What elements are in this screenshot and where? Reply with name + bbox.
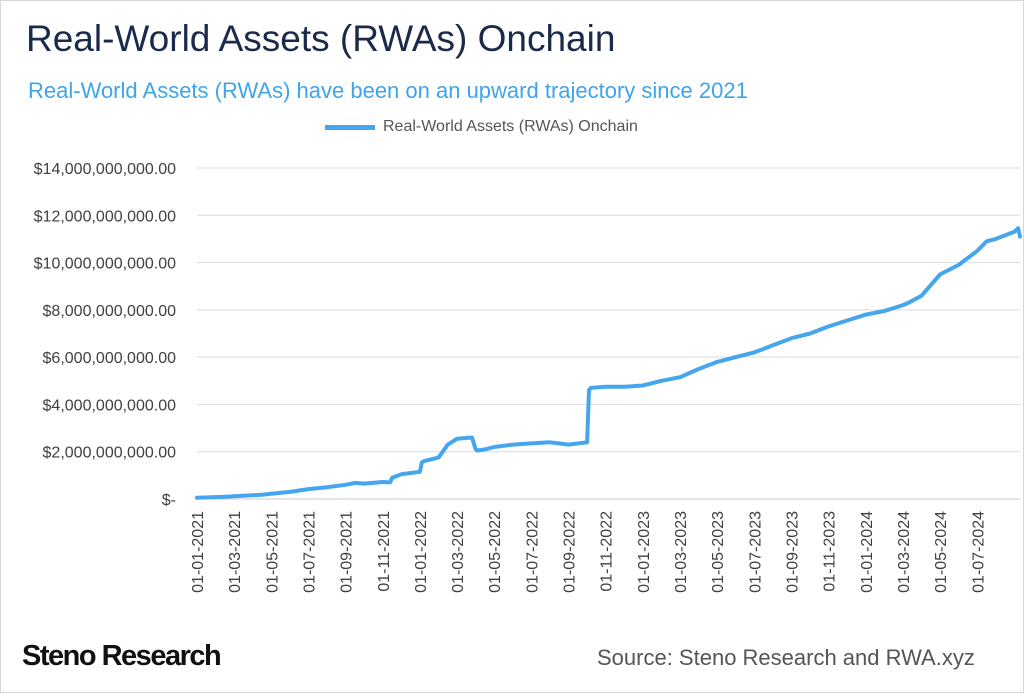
x-tick-label: 01-01-2024	[859, 511, 876, 593]
y-tick-label: $10,000,000,000.00	[34, 256, 176, 273]
x-tick-label: 01-11-2023	[822, 511, 839, 592]
x-tick-label: 01-11-2022	[599, 511, 616, 592]
series-group	[195, 226, 1022, 500]
chart-title: Real-World Assets (RWAs) Onchain	[26, 18, 616, 59]
y-tick-label: $14,000,000,000.00	[34, 161, 176, 178]
x-tick-label: 01-09-2021	[339, 511, 356, 593]
x-tick-label: 01-01-2023	[636, 511, 653, 593]
y-tick-label: $4,000,000,000.00	[43, 397, 177, 414]
x-tick-label: 01-07-2021	[301, 511, 318, 593]
x-tick-label: 01-05-2022	[487, 511, 504, 593]
x-tick-label: 01-11-2021	[376, 511, 393, 592]
y-axis-tick-labels: $- $2,000,000,000.00 $4,000,000,000.00 $6,0…	[34, 161, 176, 509]
x-tick-label: 01-07-2022	[524, 511, 541, 593]
legend-swatch	[325, 124, 375, 130]
x-tick-label: 01-03-2023	[673, 511, 690, 593]
source-note: Source: Steno Research and RWA.xyz	[597, 645, 975, 670]
x-tick-label: 01-03-2021	[227, 511, 244, 593]
x-tick-label: 01-07-2023	[747, 511, 764, 593]
series-line	[195, 226, 1022, 500]
x-tick-label: 01-03-2024	[896, 511, 913, 593]
y-tick-label: $8,000,000,000.00	[43, 303, 177, 320]
y-tick-label: $12,000,000,000.00	[34, 208, 176, 225]
x-tick-label: 01-05-2024	[933, 511, 950, 593]
y-tick-label: $6,000,000,000.00	[43, 350, 177, 367]
legend-label: Real-World Assets (RWAs) Onchain	[383, 118, 638, 135]
x-tick-label: 01-05-2023	[710, 511, 727, 593]
x-tick-label: 01-01-2021	[190, 511, 207, 593]
x-tick-label: 01-01-2022	[413, 511, 430, 593]
x-axis-tick-labels: 01-01-2021 01-03-2021 01-05-2021 01-07-2021…	[190, 511, 987, 593]
legend: Real-World Assets (RWAs) Onchain	[325, 118, 638, 136]
x-tick-label: 01-05-2021	[264, 511, 281, 593]
x-tick-label: 01-03-2022	[450, 511, 467, 593]
y-tick-label: $2,000,000,000.00	[43, 445, 177, 462]
x-tick-label: 01-09-2023	[784, 511, 801, 593]
x-tick-label: 01-09-2022	[562, 511, 579, 593]
grid-lines	[197, 167, 1020, 500]
chart-subtitle: Real-World Assets (RWAs) have been on an…	[28, 78, 748, 103]
x-tick-label: 01-07-2024	[970, 511, 987, 593]
y-tick-label: $-	[162, 492, 176, 509]
brand-logo: Steno Research	[22, 640, 222, 672]
